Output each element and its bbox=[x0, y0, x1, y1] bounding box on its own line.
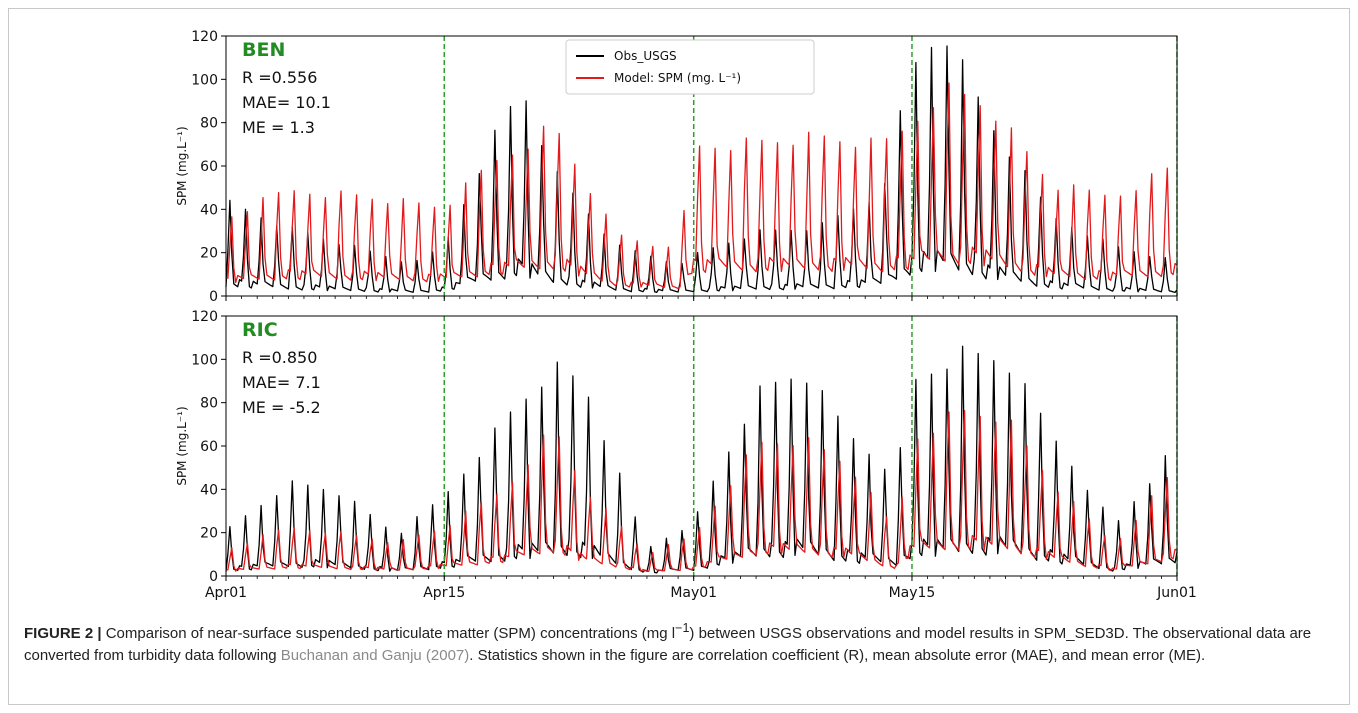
x-tick-label: Apr01 bbox=[205, 585, 247, 601]
figure-caption: FIGURE 2 | Comparison of near-surface su… bbox=[24, 617, 1334, 667]
caption-text-2: ) between USGS observations and model re… bbox=[24, 625, 1312, 664]
x-tick-label: May01 bbox=[670, 585, 717, 601]
panel-title: BEN bbox=[242, 39, 285, 61]
stat-label: ME = 1.3 bbox=[242, 118, 315, 137]
stat-label: R =0.850 bbox=[242, 348, 317, 367]
y-tick-label: 80 bbox=[200, 116, 218, 132]
caption-superscript: −1 bbox=[675, 621, 690, 635]
legend-label: Obs_USGS bbox=[614, 49, 677, 63]
y-tick-label: 40 bbox=[200, 202, 218, 218]
y-tick-label: 20 bbox=[200, 246, 218, 262]
x-tick-label: Jun01 bbox=[1156, 585, 1197, 601]
ben-series-model bbox=[225, 82, 1178, 290]
ric-series-model bbox=[225, 409, 1178, 572]
stat-label: MAE= 10.1 bbox=[242, 93, 331, 112]
y-tick-label: 100 bbox=[191, 352, 218, 368]
figure-chart: 0 20 40 60 80 100 120 SPM (mg.L⁻¹) BEN R =0.556 MA… bbox=[175, 29, 1197, 601]
y-axis-label: SPM (mg.L⁻¹) bbox=[175, 126, 189, 205]
stat-label: MAE= 7.1 bbox=[242, 373, 321, 392]
x-tick-label: Apr15 bbox=[423, 585, 465, 601]
y-tick-label: 20 bbox=[200, 526, 218, 542]
stat-label: R =0.556 bbox=[242, 68, 317, 87]
panel-title: RIC bbox=[242, 319, 278, 341]
ric-series-obs bbox=[225, 345, 1178, 574]
y-tick-label: 60 bbox=[200, 439, 218, 455]
y-tick-label: 100 bbox=[191, 72, 218, 88]
y-tick-label: 40 bbox=[200, 482, 218, 498]
x-tick-label: May15 bbox=[889, 585, 936, 601]
caption-text-1: Comparison of near-surface suspended par… bbox=[101, 625, 676, 642]
y-tick-label: 60 bbox=[200, 159, 218, 175]
y-tick-label: 80 bbox=[200, 396, 218, 412]
legend-label: Model: SPM (mg. L⁻¹) bbox=[614, 71, 741, 85]
stat-label: ME = -5.2 bbox=[242, 398, 321, 417]
y-tick-label: 0 bbox=[209, 289, 218, 305]
y-tick-label: 120 bbox=[191, 29, 218, 45]
y-axis-label: SPM (mg.L⁻¹) bbox=[175, 406, 189, 485]
legend-box bbox=[565, 39, 815, 95]
caption-label: FIGURE 2 | bbox=[24, 625, 102, 642]
figure-frame bbox=[8, 8, 1350, 705]
caption-reference-link[interactable]: Buchanan and Ganju (2007) bbox=[280, 647, 470, 664]
y-tick-label: 0 bbox=[209, 569, 218, 585]
caption-text-3: . Statistics shown in the figure are cor… bbox=[469, 647, 1206, 664]
y-tick-label: 120 bbox=[191, 309, 218, 325]
